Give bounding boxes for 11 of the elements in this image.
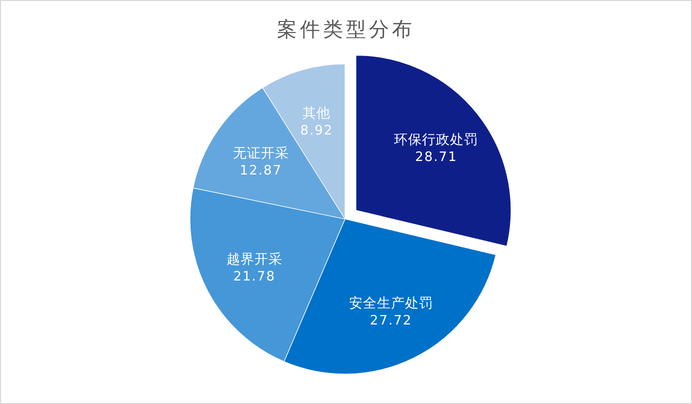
slice-label: 其他 — [302, 106, 331, 122]
data-label: 12.87 — [240, 164, 282, 179]
slice-label: 环保行政处罚 — [394, 132, 478, 148]
data-label: 8.92 — [300, 124, 334, 139]
slice-label: 越界开采 — [226, 251, 282, 268]
data-label: 21.78 — [233, 269, 276, 284]
data-label: 27.72 — [370, 313, 412, 328]
chart-title: 案件类型分布 — [277, 17, 415, 41]
data-label: 28.71 — [415, 150, 458, 165]
slice-label: 安全生产处罚 — [349, 295, 434, 312]
slice-label: 无证开采 — [232, 146, 289, 162]
